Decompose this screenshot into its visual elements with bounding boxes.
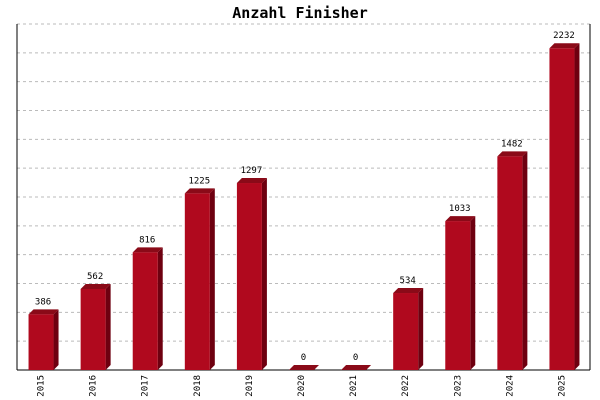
value-label: 2232 (553, 31, 575, 41)
value-label: 562 (87, 272, 103, 282)
x-tick-label: 2016 (89, 375, 99, 397)
bar (497, 156, 523, 370)
x-tick-label: 2024 (505, 375, 515, 397)
value-label: 1297 (241, 166, 263, 176)
x-tick-label: 2018 (193, 375, 203, 397)
chart-title: Anzahl Finisher (232, 4, 367, 22)
value-label: 816 (139, 235, 155, 245)
bar-side (105, 283, 111, 370)
x-tick-label: 2017 (141, 375, 151, 397)
bar (236, 183, 262, 370)
bar-top (236, 178, 267, 184)
bar (80, 288, 106, 370)
bar-top (341, 365, 372, 370)
bar (549, 48, 575, 370)
x-tick-label: 2025 (557, 375, 567, 397)
bar-top (289, 365, 319, 370)
value-label: 1225 (188, 176, 210, 186)
bar-side (261, 178, 267, 370)
bar-side (209, 188, 215, 370)
bar-side (418, 288, 424, 370)
bar (393, 293, 419, 370)
bar (28, 314, 54, 370)
bar-top (184, 188, 215, 194)
bar-side (470, 216, 476, 370)
bar-top (28, 309, 59, 315)
bar-top (80, 283, 111, 289)
value-label: 1033 (449, 204, 471, 214)
value-label: 0 (301, 353, 306, 363)
bar-side (53, 309, 59, 370)
bar-top (393, 288, 424, 294)
bar (132, 252, 158, 370)
value-label: 0 (353, 353, 358, 363)
bar-side (522, 151, 528, 370)
x-tick-label: 2021 (349, 375, 359, 397)
value-label: 1482 (501, 139, 523, 149)
x-tick-label: 2019 (245, 375, 255, 397)
x-tick-label: 2020 (297, 375, 307, 397)
bar (445, 221, 471, 370)
x-tick-label: 2023 (453, 375, 463, 397)
bar-top (497, 151, 528, 157)
bar-side (574, 43, 580, 370)
bar-top (132, 247, 163, 253)
value-label: 534 (400, 276, 416, 286)
x-tick-label: 2015 (37, 375, 47, 397)
value-label: 386 (35, 297, 51, 307)
bar (184, 193, 210, 370)
x-tick-label: 2022 (401, 375, 411, 397)
bar-top (549, 43, 580, 49)
bar-top (445, 216, 476, 222)
bar-side (157, 247, 163, 370)
